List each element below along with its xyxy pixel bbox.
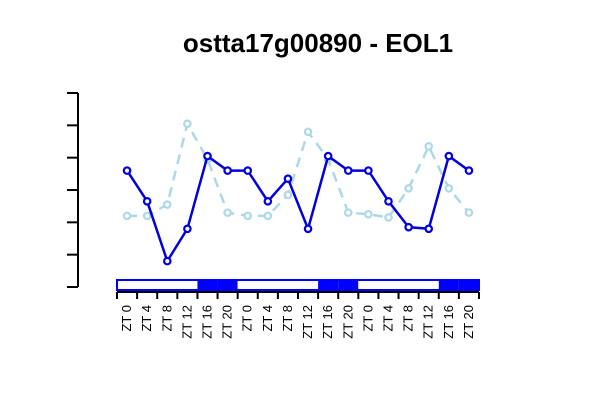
x-tick-label: ZT 12 xyxy=(421,305,436,339)
x-tick-label: ZT 20 xyxy=(220,305,235,339)
x-tick-label: ZT 12 xyxy=(300,305,315,339)
bar-segment-light xyxy=(398,280,419,290)
bar-segment-dark xyxy=(318,280,339,290)
bar-segment-light xyxy=(137,280,158,290)
bar-segment-light xyxy=(237,280,258,290)
x-tick-label: ZT 0 xyxy=(240,305,255,332)
bar-segment-light xyxy=(277,280,298,290)
series-line-dashed xyxy=(127,120,470,219)
data-point-dashed xyxy=(303,127,313,137)
bar-segment-dark xyxy=(197,280,218,290)
data-point-dashed xyxy=(364,209,373,219)
data-point-solid xyxy=(223,166,232,175)
x-tick-label: ZT 4 xyxy=(260,305,275,332)
bar-segment-dark xyxy=(438,280,459,290)
data-point-solid xyxy=(183,224,192,234)
data-point-solid xyxy=(283,174,293,183)
bar-segment-light xyxy=(117,280,138,290)
data-point-solid xyxy=(364,166,373,175)
bar-segment-dark xyxy=(338,280,359,290)
data-point-solid xyxy=(142,197,152,206)
data-point-solid xyxy=(203,151,212,161)
data-point-dashed xyxy=(283,190,293,200)
x-tick-label: ZT 20 xyxy=(340,305,355,339)
x-tick-label: ZT 12 xyxy=(179,305,194,339)
data-point-dashed xyxy=(343,208,353,217)
bar-segment-light xyxy=(358,280,379,290)
x-tick-label: ZT 8 xyxy=(159,305,174,332)
bar-segment-light xyxy=(157,280,178,290)
x-tick-label: ZT 16 xyxy=(320,305,335,339)
x-tick-label: ZT 20 xyxy=(461,305,476,339)
y-axis xyxy=(67,92,79,288)
data-point-solid xyxy=(404,222,413,232)
data-point-dashed xyxy=(424,142,434,151)
series-solid xyxy=(122,151,474,266)
bar-segment-light xyxy=(257,280,278,290)
data-point-solid xyxy=(243,166,253,175)
x-tick-label: ZT 0 xyxy=(119,305,134,332)
bar-outline xyxy=(116,279,480,291)
data-point-solid xyxy=(323,151,333,161)
bar-segment-light xyxy=(177,280,198,290)
series-layer xyxy=(122,119,474,266)
light-dark-bar xyxy=(116,279,480,291)
data-point-dashed xyxy=(162,200,172,209)
data-point-dashed xyxy=(464,208,474,217)
data-point-dashed xyxy=(142,211,152,221)
data-point-dashed xyxy=(122,211,132,221)
data-point-solid xyxy=(444,151,454,161)
data-point-solid xyxy=(464,166,474,175)
data-point-solid xyxy=(343,166,353,175)
data-point-dashed xyxy=(263,211,273,221)
data-point-solid xyxy=(303,224,313,234)
data-point-solid xyxy=(384,197,393,206)
data-point-solid xyxy=(122,166,132,175)
bar-segment-dark xyxy=(217,280,238,290)
x-tick-label: ZT 16 xyxy=(441,305,456,339)
data-point-dashed xyxy=(404,184,413,193)
data-point-solid xyxy=(424,224,434,234)
bar-segment-light xyxy=(418,280,439,290)
data-point-solid xyxy=(162,256,172,266)
data-point-dashed xyxy=(444,184,454,193)
bar-segment-light xyxy=(378,280,399,290)
x-tick-label: ZT 16 xyxy=(200,305,215,339)
bar-segment-light xyxy=(298,280,319,290)
x-tick-label: ZT 8 xyxy=(401,305,416,332)
data-point-dashed xyxy=(243,211,253,221)
chart-title: ostta17g00890 - EOL1 xyxy=(183,28,453,58)
bar-segment-dark xyxy=(458,280,479,290)
x-tick-label: ZT 0 xyxy=(360,305,375,332)
data-point-dashed xyxy=(183,119,192,129)
data-point-dashed xyxy=(223,208,232,217)
data-point-dashed xyxy=(384,213,393,222)
x-tick-label: ZT 8 xyxy=(280,305,295,332)
x-tick-label: ZT 4 xyxy=(381,305,396,332)
x-axis: ZT 0 ZT 4 ZT 8 ZT 12 ZT 16 ZT 20 ZT 0 ZT 4 ZT 8 Z… xyxy=(116,291,480,339)
data-point-solid xyxy=(263,197,273,206)
x-tick-label: ZT 4 xyxy=(139,305,154,332)
